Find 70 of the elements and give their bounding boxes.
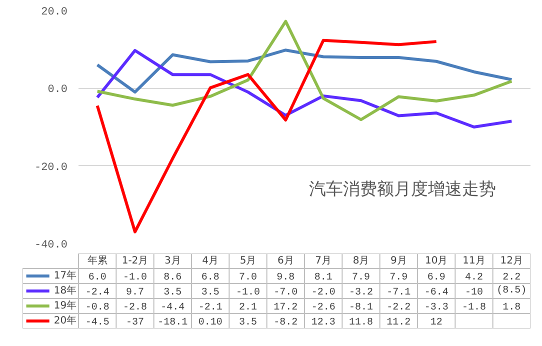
data-label: 9.7	[126, 288, 144, 298]
x-tick-label: 7月	[315, 256, 332, 266]
data-label: 3.5	[164, 288, 182, 298]
x-tick-label: 5月	[240, 256, 256, 266]
data-label: 6.8	[201, 272, 220, 284]
legend-label: 19年	[54, 300, 77, 312]
data-label: -2.1	[198, 302, 222, 314]
y-tick-label: -40.0	[34, 240, 68, 252]
data-label: -7.1	[386, 288, 411, 298]
data-label: 11.2	[386, 318, 411, 328]
line-series	[96, 20, 514, 122]
data-label: 8.1	[314, 272, 332, 284]
x-tick-label: 10月	[424, 256, 448, 266]
data-label: -3.3	[424, 302, 448, 314]
data-label: -2.4	[85, 288, 110, 298]
x-tick-label: 年累	[87, 254, 108, 266]
data-label: 12	[430, 318, 442, 328]
data-label: -8.2	[274, 318, 298, 328]
data-label: 8.6	[164, 272, 182, 284]
data-label: 7.0	[239, 272, 258, 284]
data-label: -2.2	[386, 302, 411, 314]
data-label: -8.1	[349, 302, 374, 314]
data-label: -7.0	[274, 288, 298, 298]
data-label: 7.9	[390, 272, 408, 284]
data-label: 17.2	[274, 302, 298, 314]
data-label: 2.1	[239, 302, 258, 314]
data-label: 7.9	[352, 272, 370, 284]
data-label: -1.0	[236, 288, 260, 298]
x-tick-label: 8月	[352, 256, 370, 266]
data-label: 6.0	[88, 272, 106, 284]
line-series	[96, 48, 514, 94]
data-label: 4.2	[465, 272, 484, 284]
data-label: 3.5	[239, 318, 258, 328]
text: 汽车消费额月度增速走势	[309, 180, 496, 200]
x-tick-label: 1-2月	[122, 256, 148, 266]
y-tick-label: 0.0	[48, 84, 68, 96]
data-label: -4.4	[160, 302, 185, 314]
y-tick-label: -20.0	[34, 162, 68, 174]
data-label: -10	[465, 288, 484, 298]
data-label: 11.8	[349, 318, 374, 328]
x-tick-label: 4月	[202, 256, 219, 266]
data-label: -3.2	[349, 288, 374, 298]
data-label: -2.0	[311, 288, 336, 298]
data-label: 2.2	[502, 272, 521, 284]
data-label: -37	[126, 318, 144, 328]
legend-label: 20年	[54, 314, 77, 326]
data-label: 0.10	[198, 318, 222, 328]
data-label: -0.8	[85, 302, 110, 314]
x-tick-label: 3月	[164, 256, 181, 266]
y-tick-label: 20.0	[41, 6, 68, 18]
data-label: 1.8	[502, 302, 521, 314]
data-label: -1.8	[462, 302, 486, 314]
data-label: -2.8	[123, 302, 148, 314]
data-label: 6.9	[427, 272, 446, 284]
data-label: 3.5	[201, 288, 220, 298]
data-label: -6.4	[424, 288, 448, 298]
data-label: 9.8	[276, 272, 295, 284]
data-label: 12.3	[311, 318, 336, 328]
data-label: (8.5)	[496, 284, 527, 296]
legend-label: 17年	[54, 270, 77, 282]
line-series	[96, 49, 514, 128]
x-tick-label: 6月	[277, 256, 294, 266]
data-label: -1.0	[123, 272, 148, 284]
x-tick-label: 12月	[500, 256, 524, 266]
legend-label: 18年	[54, 284, 77, 296]
data-label: -4.5	[85, 318, 110, 328]
x-tick-label: 9月	[390, 256, 407, 266]
data-label: -2.6	[311, 302, 336, 314]
x-tick-label: 11月	[462, 256, 486, 266]
data-label: -18.1	[158, 318, 188, 328]
